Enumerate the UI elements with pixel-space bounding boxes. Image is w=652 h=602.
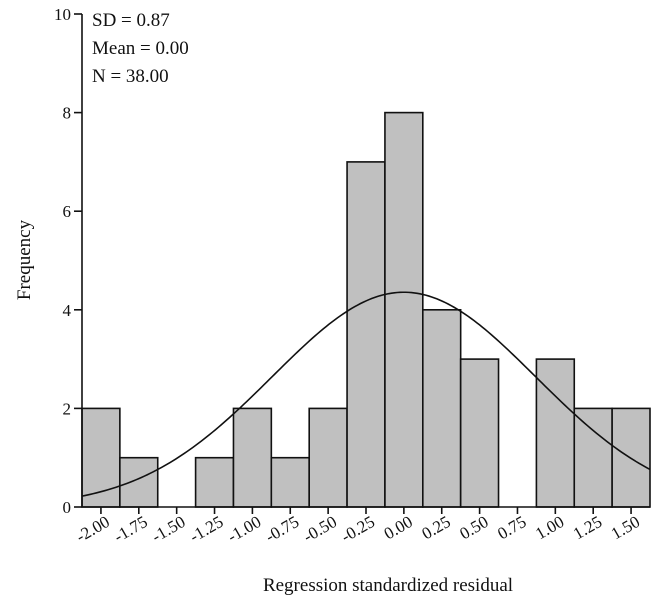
y-tick-label: 4 — [63, 301, 72, 320]
x-tick-label: -0.50 — [300, 512, 340, 546]
y-tick-label: 6 — [63, 202, 72, 221]
x-tick-label: 1.00 — [532, 512, 567, 543]
x-tick-label: 0.75 — [494, 512, 529, 543]
stats-box: SD = 0.87 Mean = 0.00 N = 38.00 — [92, 10, 189, 87]
stat-sd: SD = 0.87 — [92, 10, 170, 31]
x-tick-label: 1.50 — [608, 512, 643, 543]
histogram-bar — [119, 456, 159, 508]
x-tick-label: 0.50 — [456, 512, 491, 543]
histogram-bar — [384, 111, 424, 508]
histogram-bar — [459, 358, 500, 508]
histogram-bar — [232, 407, 273, 508]
y-tick-label: 2 — [63, 399, 72, 418]
stat-n: N = 38.00 — [92, 66, 169, 87]
x-tick-label: -0.25 — [338, 512, 378, 546]
x-tick-label: -1.75 — [111, 512, 151, 546]
histogram-bar — [308, 407, 348, 508]
y-tick-label: 8 — [63, 104, 72, 123]
histogram-bar — [194, 456, 235, 508]
histogram-bar — [573, 407, 613, 508]
y-tick-label: 0 — [63, 498, 72, 517]
histogram-bar — [270, 456, 311, 508]
stat-mean: Mean = 0.00 — [92, 38, 189, 59]
x-tick-label: -0.75 — [262, 512, 302, 546]
histogram-bar — [535, 358, 576, 508]
histogram-bar — [421, 308, 462, 508]
normal-curve — [81, 291, 651, 497]
histogram-bar — [346, 161, 386, 508]
bars-group — [81, 111, 651, 508]
x-axis-title: Regression standardized residual — [263, 575, 513, 596]
y-axis-title: Frequency — [14, 219, 35, 300]
y-tick-label: 10 — [54, 5, 71, 24]
x-tick-label: 0.25 — [418, 512, 453, 543]
x-tick-label: -2.00 — [73, 512, 113, 546]
x-tick-label: -1.25 — [186, 512, 226, 546]
x-tick-label: 0.00 — [381, 512, 416, 543]
x-tick-label: -1.50 — [148, 512, 188, 546]
x-tick-label: -1.00 — [224, 512, 264, 546]
x-tick-label: 1.25 — [570, 512, 605, 543]
